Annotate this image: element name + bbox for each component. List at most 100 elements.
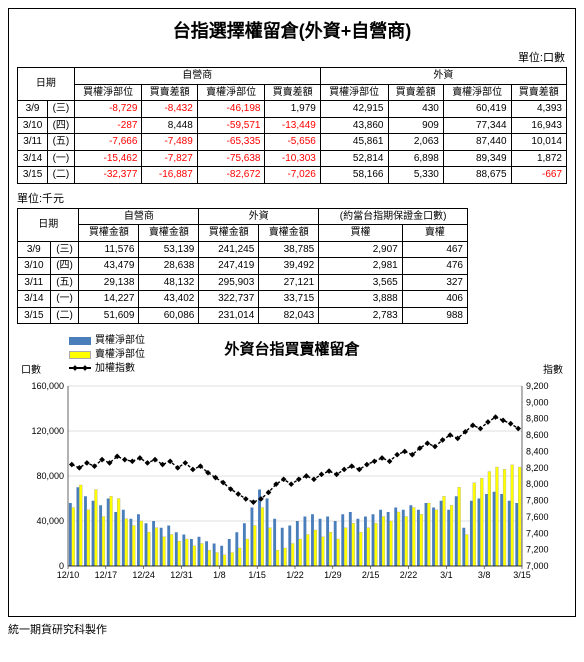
cell-value: 77,344	[443, 117, 511, 134]
t2-col: 買權金額	[79, 225, 139, 242]
cell-value: 3,565	[319, 274, 403, 291]
svg-text:1/8: 1/8	[213, 570, 226, 580]
cell-value: 467	[402, 241, 467, 258]
t1-col: 賣權淨部位	[443, 84, 511, 101]
cell-value: 58,166	[320, 167, 388, 184]
axis-left-label: 口數	[21, 361, 41, 376]
cell-value: -667	[511, 167, 566, 184]
svg-text:7,600: 7,600	[526, 512, 549, 522]
cell-value: -10,303	[265, 150, 320, 167]
cell-date: 3/10	[18, 117, 48, 134]
cell-value: 52,814	[320, 150, 388, 167]
cell-value: -13,449	[265, 117, 320, 134]
svg-text:1/15: 1/15	[248, 570, 266, 580]
cell-weekday: (四)	[48, 117, 75, 134]
svg-text:8,600: 8,600	[526, 430, 549, 440]
t1-group-right: 外資	[320, 68, 566, 85]
cell-value: 11,576	[79, 241, 139, 258]
cell-value: 10,014	[511, 134, 566, 151]
table-row: 3/9(三)11,57653,139241,24538,7852,907467	[18, 241, 468, 258]
cell-value: 51,609	[79, 307, 139, 324]
footer-credit: 統一期貨研究科製作	[8, 621, 576, 637]
svg-text:12/24: 12/24	[132, 570, 155, 580]
table-row: 3/10(四)43,47928,638247,41939,4922,981476	[18, 258, 468, 275]
cell-value: 27,121	[259, 274, 319, 291]
cell-weekday: (三)	[50, 241, 79, 258]
cell-value: -65,335	[197, 134, 265, 151]
cell-value: -8,432	[142, 101, 197, 118]
cell-date: 3/10	[18, 258, 51, 275]
cell-value: 327	[402, 274, 467, 291]
cell-value: 2,907	[319, 241, 403, 258]
cell-value: -7,489	[142, 134, 197, 151]
table-2-head: 日期 自營商 外資 (約當台指期保證金口數) 買權金額賣權金額買權金額賣權金額買…	[18, 208, 468, 241]
cell-value: 43,402	[139, 291, 199, 308]
table-1-head: 日期 自營商 外資 買權淨部位買賣差額賣權淨部位買賣差額買權淨部位買賣差額賣權淨…	[18, 68, 567, 101]
cell-value: 60,419	[443, 101, 511, 118]
t1-col: 買權淨部位	[74, 84, 142, 101]
t1-group-left: 自營商	[74, 68, 320, 85]
table-2: 日期 自營商 外資 (約當台指期保證金口數) 買權金額賣權金額買權金額賣權金額買…	[17, 208, 468, 325]
table-row: 3/9(三)-8,729-8,432-46,1981,97942,9154306…	[18, 101, 567, 118]
cell-weekday: (五)	[50, 274, 79, 291]
cell-date: 3/15	[18, 167, 48, 184]
cell-value: 38,785	[259, 241, 319, 258]
svg-text:8,400: 8,400	[526, 446, 549, 456]
cell-value: -287	[74, 117, 142, 134]
table-row: 3/14(一)-15,462-7,827-75,638-10,30352,814…	[18, 150, 567, 167]
cell-weekday: (四)	[50, 258, 79, 275]
report-frame: 台指選擇權留倉(外資+自營商) 單位:口數 日期 自營商 外資 買權淨部位買賣差…	[8, 8, 576, 617]
cell-value: 43,479	[79, 258, 139, 275]
cell-value: 1,872	[511, 150, 566, 167]
cell-date: 3/11	[18, 134, 48, 151]
svg-text:3/15: 3/15	[513, 570, 531, 580]
t1-col: 買權淨部位	[320, 84, 388, 101]
svg-text:12/10: 12/10	[57, 570, 80, 580]
cell-value: 5,330	[388, 167, 443, 184]
svg-text:8,800: 8,800	[526, 414, 549, 424]
t2-group-left: 自營商	[79, 208, 199, 225]
t2-col: 賣權金額	[259, 225, 319, 242]
svg-text:7,200: 7,200	[526, 545, 549, 555]
cell-value: 39,492	[259, 258, 319, 275]
t1-col: 買賣差額	[511, 84, 566, 101]
t1-col: 買賣差額	[142, 84, 197, 101]
cell-value: -16,887	[142, 167, 197, 184]
svg-text:3/8: 3/8	[478, 570, 491, 580]
t2-col: 買權金額	[199, 225, 259, 242]
cell-value: 89,349	[443, 150, 511, 167]
t2-col: 買權	[319, 225, 403, 242]
cell-weekday: (二)	[48, 167, 75, 184]
cell-value: 3,888	[319, 291, 403, 308]
t2-group-mid: 外資	[199, 208, 319, 225]
cell-value: -8,729	[74, 101, 142, 118]
t1-date-header: 日期	[18, 68, 75, 101]
table-1: 日期 自營商 外資 買權淨部位買賣差額賣權淨部位買賣差額買權淨部位買賣差額賣權淨…	[17, 67, 567, 184]
cell-value: -7,827	[142, 150, 197, 167]
svg-text:80,000: 80,000	[36, 471, 64, 481]
cell-value: 16,943	[511, 117, 566, 134]
t1-col: 買賣差額	[265, 84, 320, 101]
cell-value: 231,014	[199, 307, 259, 324]
svg-text:8,000: 8,000	[526, 479, 549, 489]
page-title: 台指選擇權留倉(外資+自營商)	[17, 17, 567, 43]
svg-text:12/17: 12/17	[95, 570, 118, 580]
t2-group-right: (約當台指期保證金口數)	[319, 208, 468, 225]
svg-text:1/29: 1/29	[324, 570, 342, 580]
table-row: 3/15(二)51,60960,086231,01482,0432,783988	[18, 307, 468, 324]
svg-text:40,000: 40,000	[36, 516, 64, 526]
cell-value: 29,138	[79, 274, 139, 291]
legend-swatch-blue	[69, 337, 91, 345]
table-row: 3/10(四)-2878,448-59,571-13,44943,8609097…	[18, 117, 567, 134]
svg-text:7,400: 7,400	[526, 528, 549, 538]
cell-value: 2,063	[388, 134, 443, 151]
svg-text:160,000: 160,000	[31, 381, 64, 391]
svg-text:2/22: 2/22	[400, 570, 418, 580]
cell-value: 42,915	[320, 101, 388, 118]
cell-value: 82,043	[259, 307, 319, 324]
cell-value: -75,638	[197, 150, 265, 167]
cell-value: 1,979	[265, 101, 320, 118]
table-row: 3/11(五)-7,666-7,489-65,335-5,65645,8612,…	[18, 134, 567, 151]
cell-value: 8,448	[142, 117, 197, 134]
svg-text:8,200: 8,200	[526, 463, 549, 473]
